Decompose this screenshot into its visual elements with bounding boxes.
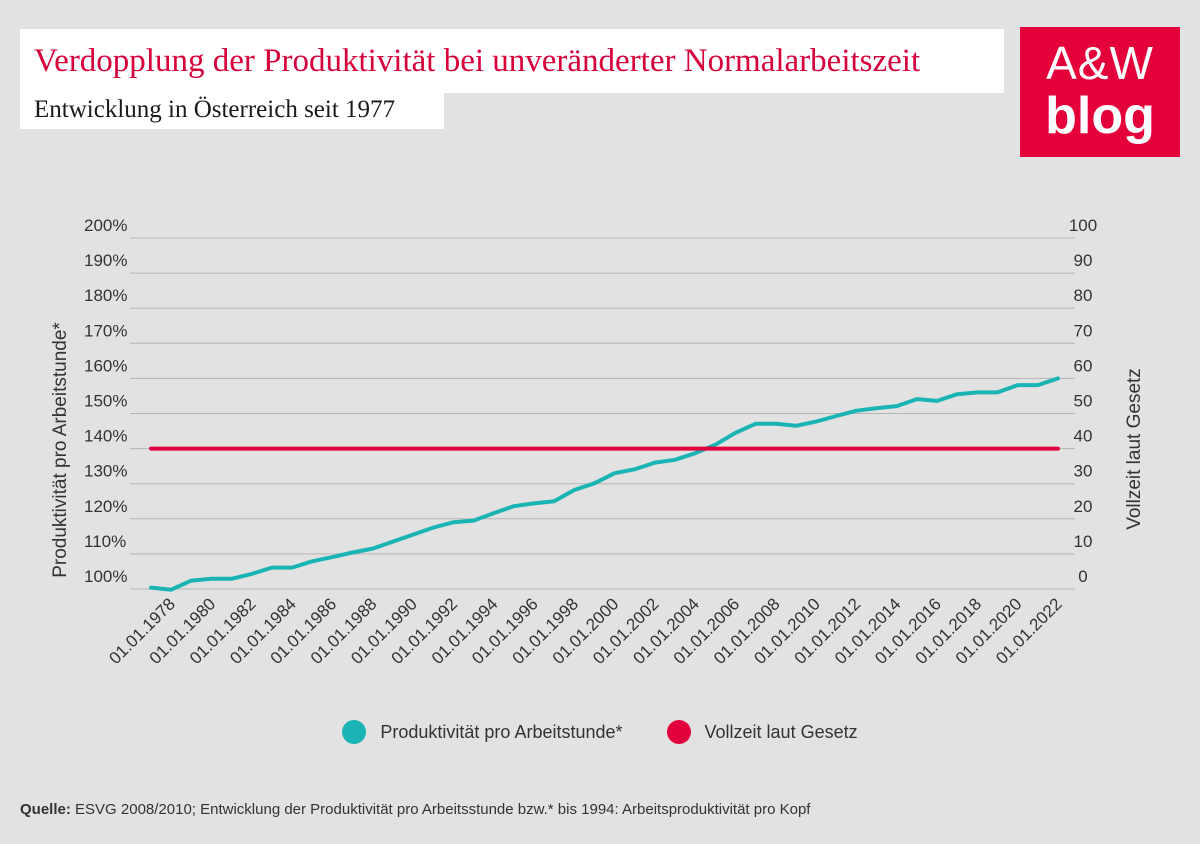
source-label: Quelle: [20,801,71,818]
left-tick-label: 120% [84,497,127,516]
legend-label-worktime: Vollzeit laut Gesetz [704,721,858,742]
right-axis-ticks: 0 10 20 30 40 50 60 70 80 90 100 [1069,216,1097,586]
right-tick-label: 70 [1074,321,1093,340]
logo-line-2: blog [1045,87,1155,145]
legend-marker-productivity [342,720,367,744]
right-tick-label: 20 [1074,497,1093,516]
right-tick-label: 30 [1074,462,1093,481]
source-note: Quelle: ESVG 2008/2010; Entwicklung der … [20,801,810,818]
legend-label-productivity: Produktivität pro Arbeitstunde* [380,721,623,742]
legend-item-productivity[interactable]: Produktivität pro Arbeitstunde* [342,720,623,744]
right-tick-label: 100 [1069,216,1097,235]
series-line-productivity [149,376,1060,592]
right-tick-label: 40 [1074,427,1093,446]
left-tick-label: 150% [84,392,127,411]
chart-title: Verdopplung der Produktivität bei unverä… [34,42,921,79]
legend-item-worktime[interactable]: Vollzeit laut Gesetz [666,720,858,744]
logo-line-1: A&W [1046,37,1154,89]
aw-blog-logo[interactable]: A&W blog [1020,27,1180,157]
left-tick-label: 140% [84,427,127,446]
left-axis-ticks: 100% 110% 120% 130% 140% 150% 160% 170% 180% 190%… [84,216,127,586]
right-tick-label: 90 [1074,251,1093,270]
left-tick-label: 170% [84,321,127,340]
left-tick-label: 130% [84,462,127,481]
title-box: Verdopplung der Produktivität bei unverä… [20,29,1004,93]
legend-marker-worktime [666,720,691,744]
series-group [149,376,1060,592]
left-tick-label: 110% [84,532,126,551]
left-tick-label: 160% [84,356,127,375]
right-tick-label: 80 [1074,286,1093,305]
grid-lines [130,237,1075,590]
left-tick-label: 190% [84,251,127,270]
left-tick-label: 180% [84,286,127,305]
right-tick-label: 50 [1074,392,1093,411]
legend: Produktivität pro Arbeitstunde* Vollzeit… [0,720,1200,744]
right-tick-label: 60 [1074,356,1093,375]
x-axis-ticks: 01.01.197801.01.198001.01.198201.01.1984… [105,594,1065,668]
subtitle-box: Entwicklung in Österreich seit 1977 [20,91,444,129]
left-tick-label: 200% [84,216,127,235]
source-text: ESVG 2008/2010; Entwicklung der Produkti… [75,801,811,818]
left-tick-label: 100% [84,567,127,586]
right-tick-label: 0 [1078,567,1087,586]
right-axis-label: Vollzeit laut Gesetz [1124,368,1145,530]
right-tick-label: 10 [1074,532,1093,551]
left-axis-label: Produktivität pro Arbeitstunde* [50,322,71,578]
chart-subtitle: Entwicklung in Österreich seit 1977 [34,96,396,123]
